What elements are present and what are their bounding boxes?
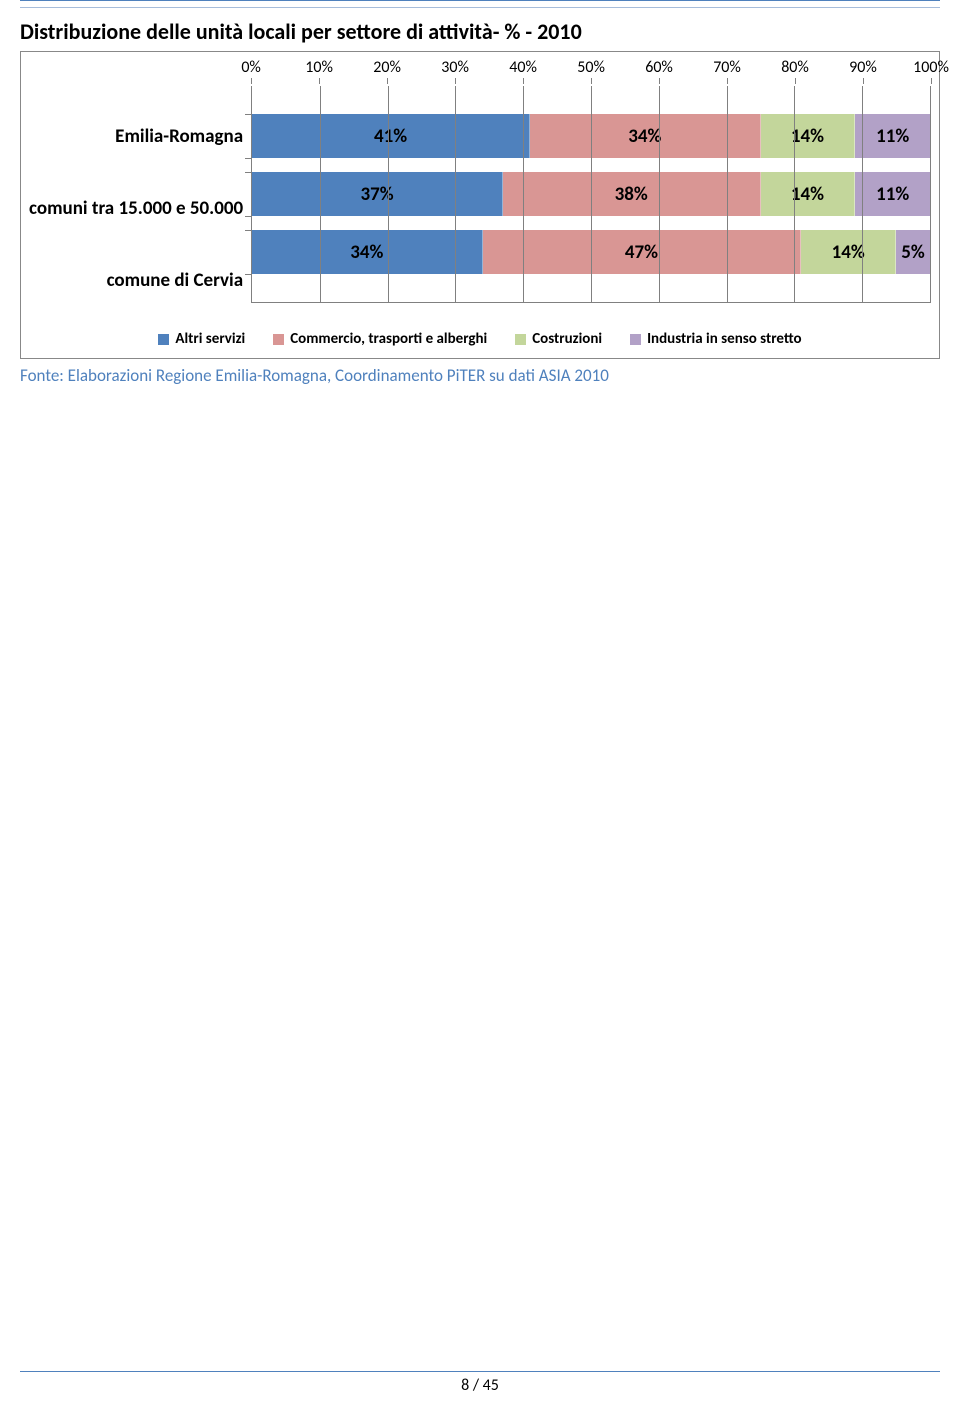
y-category-label: comune di Cervia <box>29 258 243 302</box>
legend-swatch <box>158 334 169 345</box>
bar-segment: 14% <box>801 230 896 274</box>
legend-swatch <box>630 334 641 345</box>
x-tick-label: 100% <box>913 58 949 77</box>
bar-segment: 11% <box>855 172 930 216</box>
x-tick-label: 40% <box>509 58 537 77</box>
legend-label: Industria in senso stretto <box>647 330 802 348</box>
bar-segment: 11% <box>855 114 930 158</box>
legend-item: Costruzioni <box>515 330 602 348</box>
chart-container: Emilia-Romagna comuni tra 15.000 e 50.000… <box>20 51 940 359</box>
legend-label: Costruzioni <box>532 330 602 348</box>
y-category-label: comuni tra 15.000 e 50.000 <box>29 186 243 230</box>
y-category-label: Emilia-Romagna <box>29 114 243 158</box>
source-note: Fonte: Elaborazioni Regione Emilia-Romag… <box>20 365 940 386</box>
x-axis: 0%10%20%30%40%50%60%70%80%90%100% <box>251 58 931 86</box>
x-tick-label: 90% <box>849 58 877 77</box>
legend-item: Industria in senso stretto <box>630 330 802 348</box>
x-tick-label: 50% <box>577 58 605 77</box>
x-tick-label: 20% <box>373 58 401 77</box>
page-number: 8 / 45 <box>20 1376 940 1395</box>
legend-item: Altri servizi <box>158 330 245 348</box>
legend-swatch <box>273 334 284 345</box>
x-tick-label: 30% <box>441 58 469 77</box>
x-tick-label: 0% <box>241 58 261 77</box>
legend-swatch <box>515 334 526 345</box>
x-tick-label: 10% <box>305 58 333 77</box>
legend: Altri servizi Commercio, trasporti e albe… <box>29 330 931 348</box>
bar-segment: 5% <box>896 230 930 274</box>
bar-segment: 14% <box>761 172 856 216</box>
bar-segment: 41% <box>252 114 530 158</box>
bar-segment: 34% <box>252 230 482 274</box>
bar-segment: 14% <box>761 114 856 158</box>
y-axis-labels: Emilia-Romagna comuni tra 15.000 e 50.000… <box>29 58 251 316</box>
bar-segment: 37% <box>252 172 503 216</box>
x-tick-label: 80% <box>781 58 809 77</box>
chart-title: Distribuzione delle unità locali per set… <box>20 18 940 45</box>
legend-label: Commercio, trasporti e alberghi <box>290 330 487 348</box>
bar-segment: 47% <box>483 230 802 274</box>
x-tick-label: 60% <box>645 58 673 77</box>
x-tick-label: 70% <box>713 58 741 77</box>
legend-item: Commercio, trasporti e alberghi <box>273 330 487 348</box>
bar-segment: 38% <box>503 172 761 216</box>
plot-area: 41%34%14%11%37%38%14%11%34%47%14%5% <box>251 86 931 303</box>
legend-label: Altri servizi <box>175 330 245 348</box>
